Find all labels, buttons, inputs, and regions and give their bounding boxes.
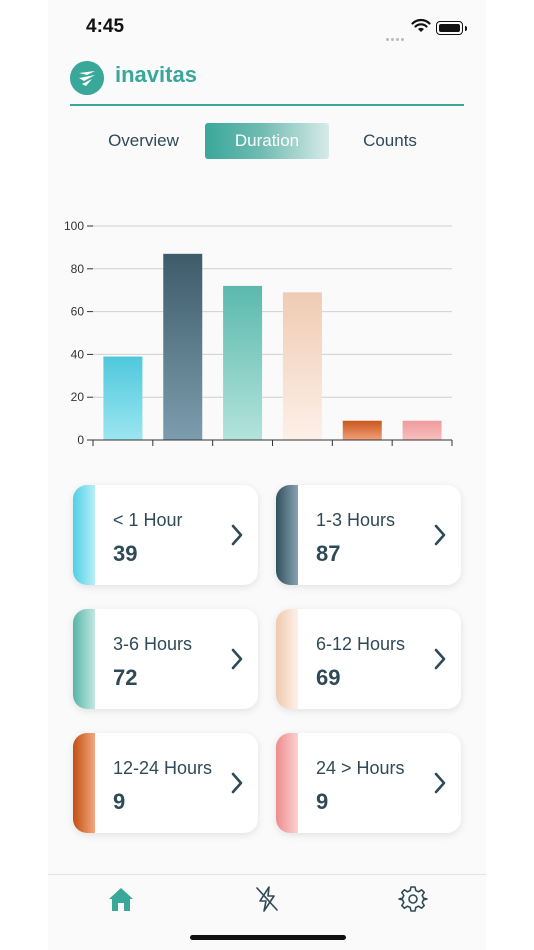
- card-value: 9: [316, 789, 329, 814]
- home-icon[interactable]: [106, 884, 136, 914]
- duration-bar-chart: 0 20 40 60 80 100: [64, 219, 453, 447]
- duration-card-3-6h[interactable]: 3-6 Hours 72: [73, 609, 258, 709]
- chevron-right-icon: [231, 524, 243, 546]
- card-color-strip: [73, 485, 95, 585]
- brand-name: inavitas: [115, 62, 197, 87]
- bar-1[interactable]: [163, 253, 203, 440]
- card-color-strip: [276, 733, 298, 833]
- tab-overview[interactable]: Overview: [108, 131, 179, 150]
- card-color-strip: [276, 485, 298, 585]
- card-value: 72: [113, 665, 138, 690]
- card-label: 24 > Hours: [316, 758, 405, 778]
- chevron-right-icon: [231, 772, 243, 794]
- gear-icon[interactable]: [398, 884, 428, 914]
- duration-card-1-3h[interactable]: 1-3 Hours 87: [276, 485, 461, 585]
- y-tick-label: 80: [71, 262, 85, 276]
- y-tick-label: 100: [64, 219, 84, 233]
- chevron-right-icon: [434, 524, 446, 546]
- header-divider: [70, 104, 464, 106]
- bar-0[interactable]: [103, 356, 143, 440]
- y-tick-label: 20: [71, 390, 85, 404]
- card-value: 39: [113, 541, 138, 566]
- card-color-strip: [73, 609, 95, 709]
- y-tick-label: 0: [77, 433, 84, 447]
- y-tick-label: 40: [71, 347, 85, 361]
- duration-card-lt1h[interactable]: < 1 Hour 39: [73, 485, 258, 585]
- lightning-off-icon[interactable]: [252, 884, 282, 914]
- card-label: 1-3 Hours: [316, 510, 396, 530]
- tab-counts[interactable]: Counts: [363, 131, 417, 150]
- duration-card-6-12h[interactable]: 6-12 Hours 69: [276, 609, 461, 709]
- duration-card-gt24h[interactable]: 24 > Hours 9: [276, 733, 461, 833]
- status-icons: [386, 18, 467, 41]
- card-label: 12-24 Hours: [113, 758, 213, 778]
- card-value: 9: [113, 789, 126, 814]
- tab-bar-divider: [48, 874, 486, 875]
- logo-icon: [70, 61, 104, 95]
- bar-4[interactable]: [342, 420, 382, 440]
- card-label: < 1 Hour: [113, 510, 183, 530]
- status-time: 4:45: [86, 16, 125, 37]
- chevron-right-icon: [434, 648, 446, 670]
- card-label: 6-12 Hours: [316, 634, 406, 654]
- y-tick-label: 60: [71, 305, 85, 319]
- tab-duration[interactable]: Duration: [205, 123, 329, 159]
- bar-2[interactable]: [223, 285, 263, 440]
- battery-icon: [436, 21, 467, 35]
- wifi-icon: [411, 18, 431, 32]
- chevron-right-icon: [231, 648, 243, 670]
- signal-icon: [386, 28, 408, 41]
- home-indicator: [190, 935, 346, 940]
- duration-card-12-24h[interactable]: 12-24 Hours 9: [73, 733, 258, 833]
- bar-3[interactable]: [282, 292, 322, 440]
- card-color-strip: [73, 733, 95, 833]
- card-label: 3-6 Hours: [113, 634, 193, 654]
- card-color-strip: [276, 609, 298, 709]
- card-value: 87: [316, 541, 341, 566]
- bar-5[interactable]: [402, 420, 442, 440]
- card-value: 69: [316, 665, 341, 690]
- chevron-right-icon: [434, 772, 446, 794]
